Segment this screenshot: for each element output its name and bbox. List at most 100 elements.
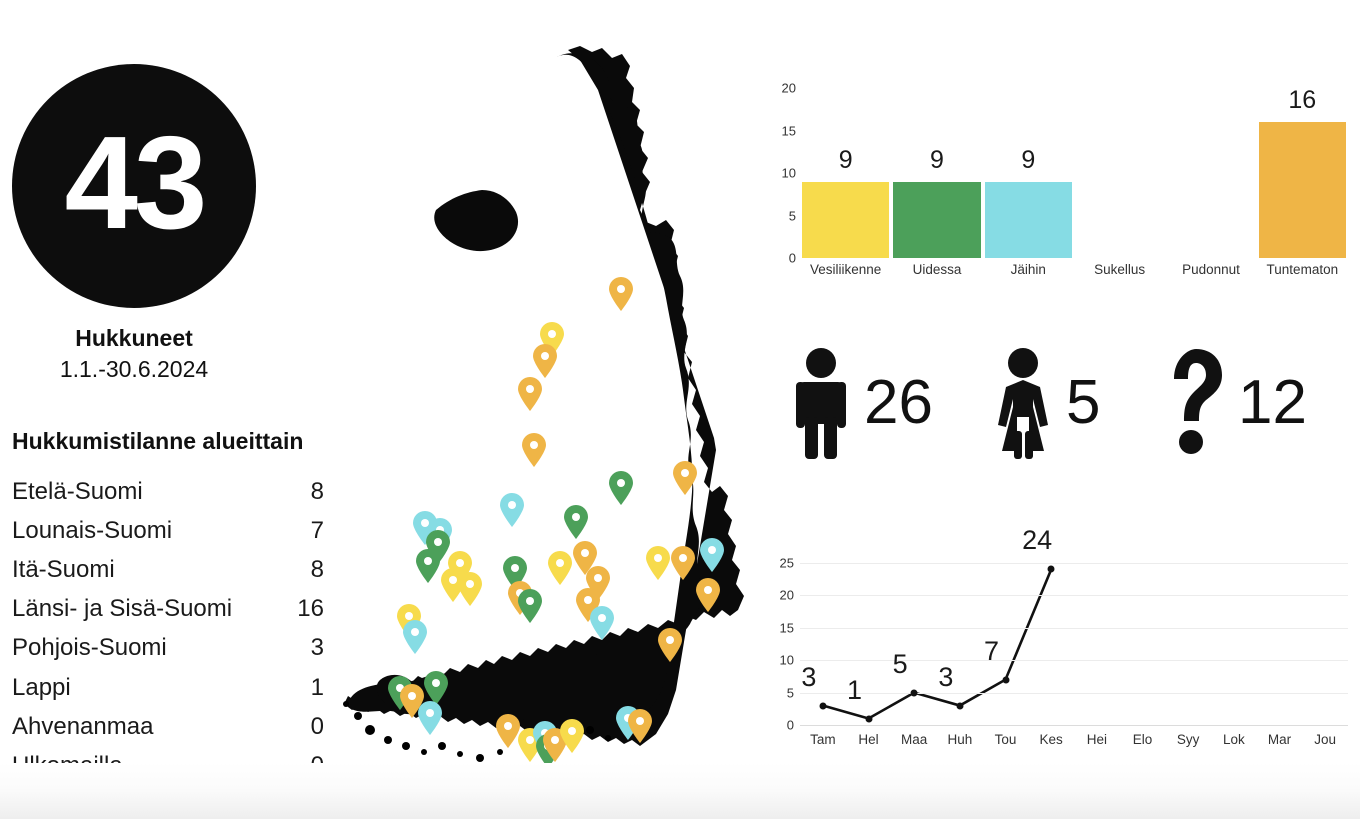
bottom-gradient [0,763,1360,819]
map-marker-pin[interactable] [645,546,671,580]
map-marker-pin[interactable] [499,493,525,527]
region-name: Lounais-Suomi [12,517,173,545]
region-name: Ahvenanmaa [12,712,154,740]
line-chart-value-label: 3 [938,661,954,692]
map-marker-pin[interactable] [517,589,543,623]
finland-shape-detail-icon [343,53,703,762]
line-chart-x-label: Hel [858,732,879,747]
line-chart-y-tick: 5 [786,685,794,701]
map-marker-pin[interactable] [542,728,568,762]
bar-chart-y-tick: 20 [781,80,796,96]
bar-chart-category-label: Tuntematon [1266,262,1339,277]
map-marker-pin[interactable] [589,606,615,640]
region-value: 8 [310,556,324,584]
line-chart-x-label: Kes [1039,732,1063,747]
bar-chart-bar[interactable] [984,181,1072,258]
region-row: Etelä-Suomi 8 [12,472,324,511]
bar-chart-y-tick: 10 [781,165,796,181]
region-name: Pohjois-Suomi [12,634,167,662]
map-marker-pin[interactable] [563,505,589,539]
region-value: 8 [310,478,324,505]
map-marker-pin[interactable] [399,684,425,718]
total-drowned-badge: 43 [12,64,256,308]
bar-chart-column: Pudonnut [1165,88,1256,277]
line-chart-x-label: Tam [810,732,836,747]
region-name: Länsi- ja Sisä-Suomi [12,595,233,623]
female-figure-icon [998,348,1048,459]
region-row: Itä-Suomi 8 [12,550,324,589]
map-marker-pin[interactable] [608,277,634,311]
map-marker-pin[interactable] [532,344,558,378]
map-marker-pin[interactable] [521,433,547,467]
gender-item-unknown: 12 [1164,338,1307,468]
line-chart-data-point[interactable] [865,715,872,723]
map-marker-pin[interactable] [699,538,725,572]
region-name: Itä-Suomi [12,556,115,584]
line-chart-series [800,550,1348,725]
bar-chart-bar[interactable] [802,181,890,258]
line-chart-x-label: Tou [994,732,1017,747]
line-chart-x-label: Huh [947,732,973,747]
bar-chart-y-tick: 5 [788,208,796,223]
bar-chart-column: Sukellus [1074,88,1165,277]
line-chart-x-label: Maa [901,732,928,747]
map-marker-pin[interactable] [457,572,483,606]
region-row: Pohjois-Suomi 3 [12,628,324,667]
region-row: Lappi 1 [12,668,324,707]
total-drowned-caption: Hukkuneet [75,325,193,351]
line-chart-gridline [800,692,1348,694]
bar-chart-category-label: Sukellus [1094,262,1146,277]
map-marker-pin[interactable] [670,546,696,580]
line-chart-plot-area: Tam 3 Hel 1 Maa 5 Huh 3 Tou 7 Kes 24 Hei Elo Syy Lok Mar… [800,525,1348,747]
line-chart-data-point[interactable] [819,702,827,710]
region-section-title: Hukkumistilanne alueittain [12,428,304,454]
map-marker-pin[interactable] [672,461,698,495]
region-value: 7 [310,517,324,545]
bar-chart-value-label: 9 [930,145,944,174]
line-chart-data-point[interactable] [956,702,964,710]
bar-chart-bar[interactable] [893,181,981,258]
map-marker-pin[interactable] [402,620,428,654]
map-marker-pin[interactable] [415,549,441,583]
map-marker-pin[interactable] [547,551,573,585]
bar-chart-bar[interactable] [1258,122,1346,258]
line-chart-value-label: 3 [801,661,817,692]
total-drowned-count: 43 [64,109,208,256]
line-chart-x-label: Lok [1222,732,1245,747]
map-marker-pin[interactable] [495,714,521,748]
summary-panel: 43 Hukkuneet 1.1.-30.6.2024 Hukkumistila… [0,0,340,819]
map-marker-pin[interactable] [440,568,466,602]
line-chart-gridline [800,562,1348,564]
line-chart-value-label: 24 [1022,525,1053,556]
bar-chart-column: 9 Vesiliikenne [800,88,891,277]
unknown-count: 12 [1238,368,1307,437]
map-marker-pin[interactable] [695,578,721,612]
line-chart-x-label: Mar [1267,732,1292,747]
map-marker-pin[interactable] [627,709,653,743]
monthly-line-chart: 0 5 10 15 20 25 Tam 3 Hel 1 Maa 5 Huh 3 Tou 7 Kes 24 Hei E… [768,525,1348,760]
bar-chart-y-tick: 15 [781,123,796,138]
map-marker-pin[interactable] [608,471,634,505]
map-marker-pin[interactable] [423,671,449,705]
line-chart-x-label: Hei [1086,732,1107,747]
bar-chart-y-tick: 0 [788,250,796,266]
finland-map [340,40,760,770]
map-marker-pin[interactable] [559,719,585,753]
map-marker-pin[interactable] [417,701,443,735]
gender-breakdown: 26 5 12 [790,338,1350,468]
line-chart-value-label: 1 [846,674,863,705]
bar-chart-category-label: Pudonnut [1182,262,1240,277]
map-marker-pin[interactable] [517,377,543,411]
bar-chart-plot-area: 9 Vesiliikenne 9 Uidessa 9 Jäihin Sukellus Pudo… [800,86,1348,277]
bar-chart-column: 16 Tuntematon [1257,86,1348,277]
region-name: Etelä-Suomi [12,478,143,505]
map-marker-pin[interactable] [572,541,598,575]
line-chart-data-point[interactable] [1047,565,1055,573]
line-chart-value-label: 7 [983,635,1000,666]
line-chart-data-point[interactable] [1002,676,1009,684]
line-chart-data-point[interactable] [910,689,918,697]
line-chart-y-tick: 0 [786,717,794,733]
map-marker-pin[interactable] [657,628,683,662]
line-chart-y-tick: 15 [779,620,794,636]
